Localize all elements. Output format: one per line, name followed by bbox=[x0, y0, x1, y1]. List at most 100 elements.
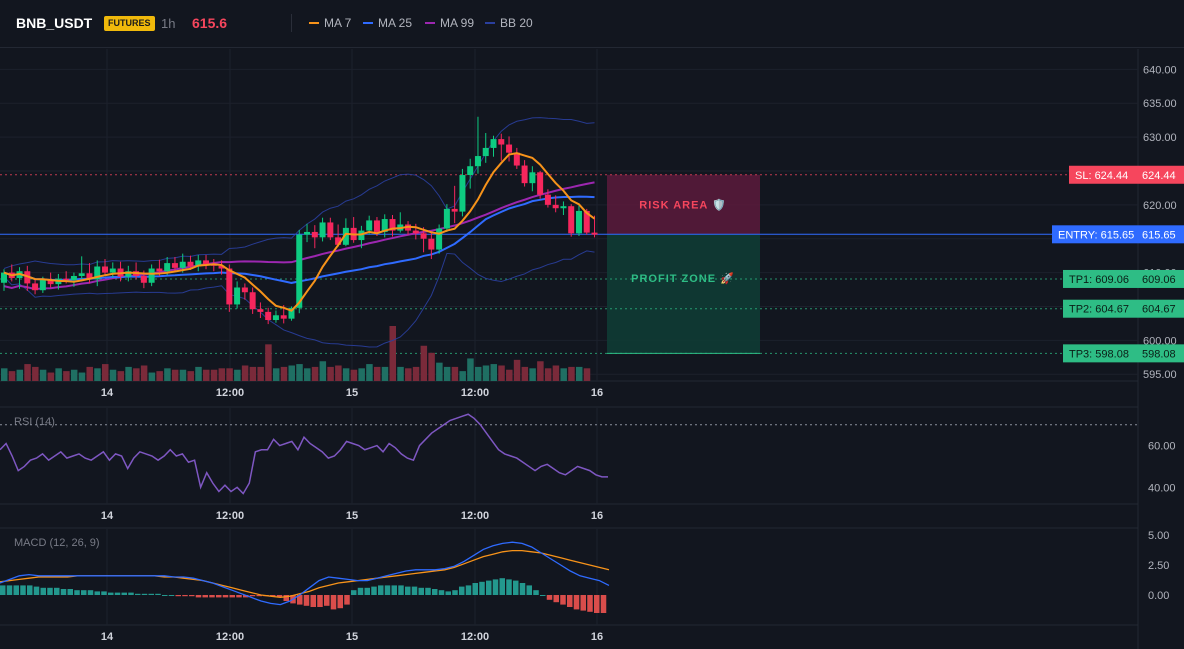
level-price-label: 609.06 bbox=[1142, 274, 1176, 286]
volume-bar bbox=[86, 366, 93, 381]
macd-histogram-bar bbox=[479, 581, 485, 595]
legend-ma99-swatch bbox=[425, 22, 435, 24]
volume-bar bbox=[575, 366, 583, 381]
candle-body bbox=[568, 206, 575, 234]
legend-ma7[interactable]: MA 7 bbox=[309, 16, 351, 30]
macd-histogram-bar bbox=[418, 587, 424, 595]
macd-histogram-bar bbox=[148, 593, 154, 595]
volume-bar bbox=[342, 368, 350, 381]
volume-bar bbox=[218, 368, 226, 381]
candle-body bbox=[257, 309, 264, 312]
time-axis-tick: 15 bbox=[346, 631, 358, 643]
macd-histogram-bar bbox=[486, 580, 492, 595]
candle-body bbox=[335, 237, 342, 245]
volume-bar bbox=[70, 369, 78, 381]
macd-histogram-bar bbox=[445, 591, 451, 595]
candle-body bbox=[552, 204, 559, 209]
macd-histogram-bar bbox=[60, 589, 67, 595]
macd-histogram-bar bbox=[74, 590, 80, 595]
level-tag: TP2: 604.67 604.67 bbox=[1063, 299, 1184, 318]
candle-body bbox=[575, 210, 582, 234]
level-tag-label: TP2: 604.67 bbox=[1069, 304, 1129, 316]
level-tag-label: TP1: 609.06 bbox=[1069, 274, 1129, 286]
volume-bar bbox=[490, 364, 498, 381]
level-tag-background bbox=[1063, 344, 1138, 363]
macd-histogram-bar bbox=[432, 589, 438, 595]
macd-histogram-bar bbox=[600, 595, 607, 613]
candle-body bbox=[63, 278, 70, 281]
macd-histogram-bar bbox=[128, 592, 134, 595]
macd-histogram-bar bbox=[276, 595, 283, 598]
macd-histogram-bar bbox=[6, 585, 13, 595]
macd-histogram-bar bbox=[546, 595, 553, 600]
macd-axis-tick: 5.00 bbox=[1148, 530, 1169, 542]
volume-bar bbox=[513, 359, 521, 381]
volume-bar bbox=[249, 366, 257, 381]
level-tag-background bbox=[1052, 225, 1138, 244]
time-axis-tick: 12:00 bbox=[216, 631, 244, 643]
macd-histogram-bar bbox=[317, 595, 323, 607]
legend-ma99[interactable]: MA 99 bbox=[425, 16, 474, 30]
volume-bar bbox=[94, 368, 101, 381]
macd-histogram-bar bbox=[20, 585, 26, 595]
rsi-axis-tick: 60.00 bbox=[1148, 441, 1176, 453]
macd-histogram-bar bbox=[195, 595, 202, 598]
candle-body bbox=[218, 265, 225, 269]
macd-histogram-bar bbox=[580, 595, 586, 611]
rsi-title: RSI (14) bbox=[14, 416, 55, 428]
volume-bar bbox=[187, 371, 194, 381]
volume-bar bbox=[117, 371, 125, 381]
macd-histogram-bar bbox=[121, 592, 127, 595]
volume-bar bbox=[63, 371, 70, 381]
time-axis-tick: 14 bbox=[101, 510, 114, 522]
candle-body bbox=[125, 271, 132, 277]
candle-body bbox=[506, 144, 513, 153]
volume-bar bbox=[156, 371, 163, 381]
time-axis-tick: 12:00 bbox=[216, 387, 244, 399]
legend-ma25[interactable]: MA 25 bbox=[363, 16, 412, 30]
candle-body bbox=[342, 227, 349, 245]
macd-histogram-bar bbox=[81, 590, 87, 595]
volume-bar bbox=[537, 361, 544, 381]
macd-histogram-bar bbox=[303, 595, 310, 606]
macd-histogram-bar bbox=[216, 595, 222, 598]
rsi-axis-tick: 40.00 bbox=[1148, 482, 1176, 494]
volume-bar bbox=[210, 369, 218, 381]
macd-histogram-bar bbox=[162, 595, 168, 596]
legend-bb20[interactable]: BB 20 bbox=[485, 16, 533, 30]
macd-histogram-bar bbox=[519, 583, 526, 595]
volume-bar bbox=[133, 368, 140, 381]
macd-histogram-bar bbox=[27, 585, 33, 595]
macd-histogram-bar bbox=[229, 595, 235, 598]
macd-histogram-bar bbox=[155, 593, 161, 595]
candle-body bbox=[140, 275, 147, 283]
volume-bar bbox=[311, 366, 319, 381]
level-tag: TP1: 609.06 609.06 bbox=[1063, 269, 1184, 288]
candle-body bbox=[436, 228, 443, 250]
timeframe-label[interactable]: 1h bbox=[161, 16, 176, 31]
macd-histogram-bar bbox=[0, 585, 6, 595]
volume-bar bbox=[125, 366, 132, 381]
candle-body bbox=[70, 275, 77, 281]
volume-bar bbox=[296, 364, 303, 381]
macd-histogram-bar bbox=[452, 590, 458, 595]
profit-zone bbox=[607, 234, 760, 354]
candle-body bbox=[451, 208, 458, 212]
volume-bar bbox=[272, 368, 280, 381]
macd-histogram-bar bbox=[465, 585, 472, 595]
candle-body bbox=[195, 260, 202, 267]
candle-body bbox=[490, 139, 497, 148]
macd-histogram-bar bbox=[513, 580, 519, 595]
price-axis-tick: 635.00 bbox=[1143, 98, 1177, 110]
legend-ma25-swatch bbox=[363, 22, 373, 24]
volume-bar bbox=[436, 362, 443, 381]
candle-body bbox=[234, 287, 241, 305]
symbol-name[interactable]: BNB_USDT bbox=[16, 15, 93, 31]
macd-histogram-bar bbox=[13, 585, 19, 595]
macd-histogram-bar bbox=[94, 591, 100, 595]
macd-histogram-bar bbox=[330, 595, 337, 610]
level-price-background bbox=[1138, 225, 1184, 244]
futures-badge: FUTURES bbox=[104, 16, 155, 31]
volume-bar bbox=[55, 368, 62, 381]
